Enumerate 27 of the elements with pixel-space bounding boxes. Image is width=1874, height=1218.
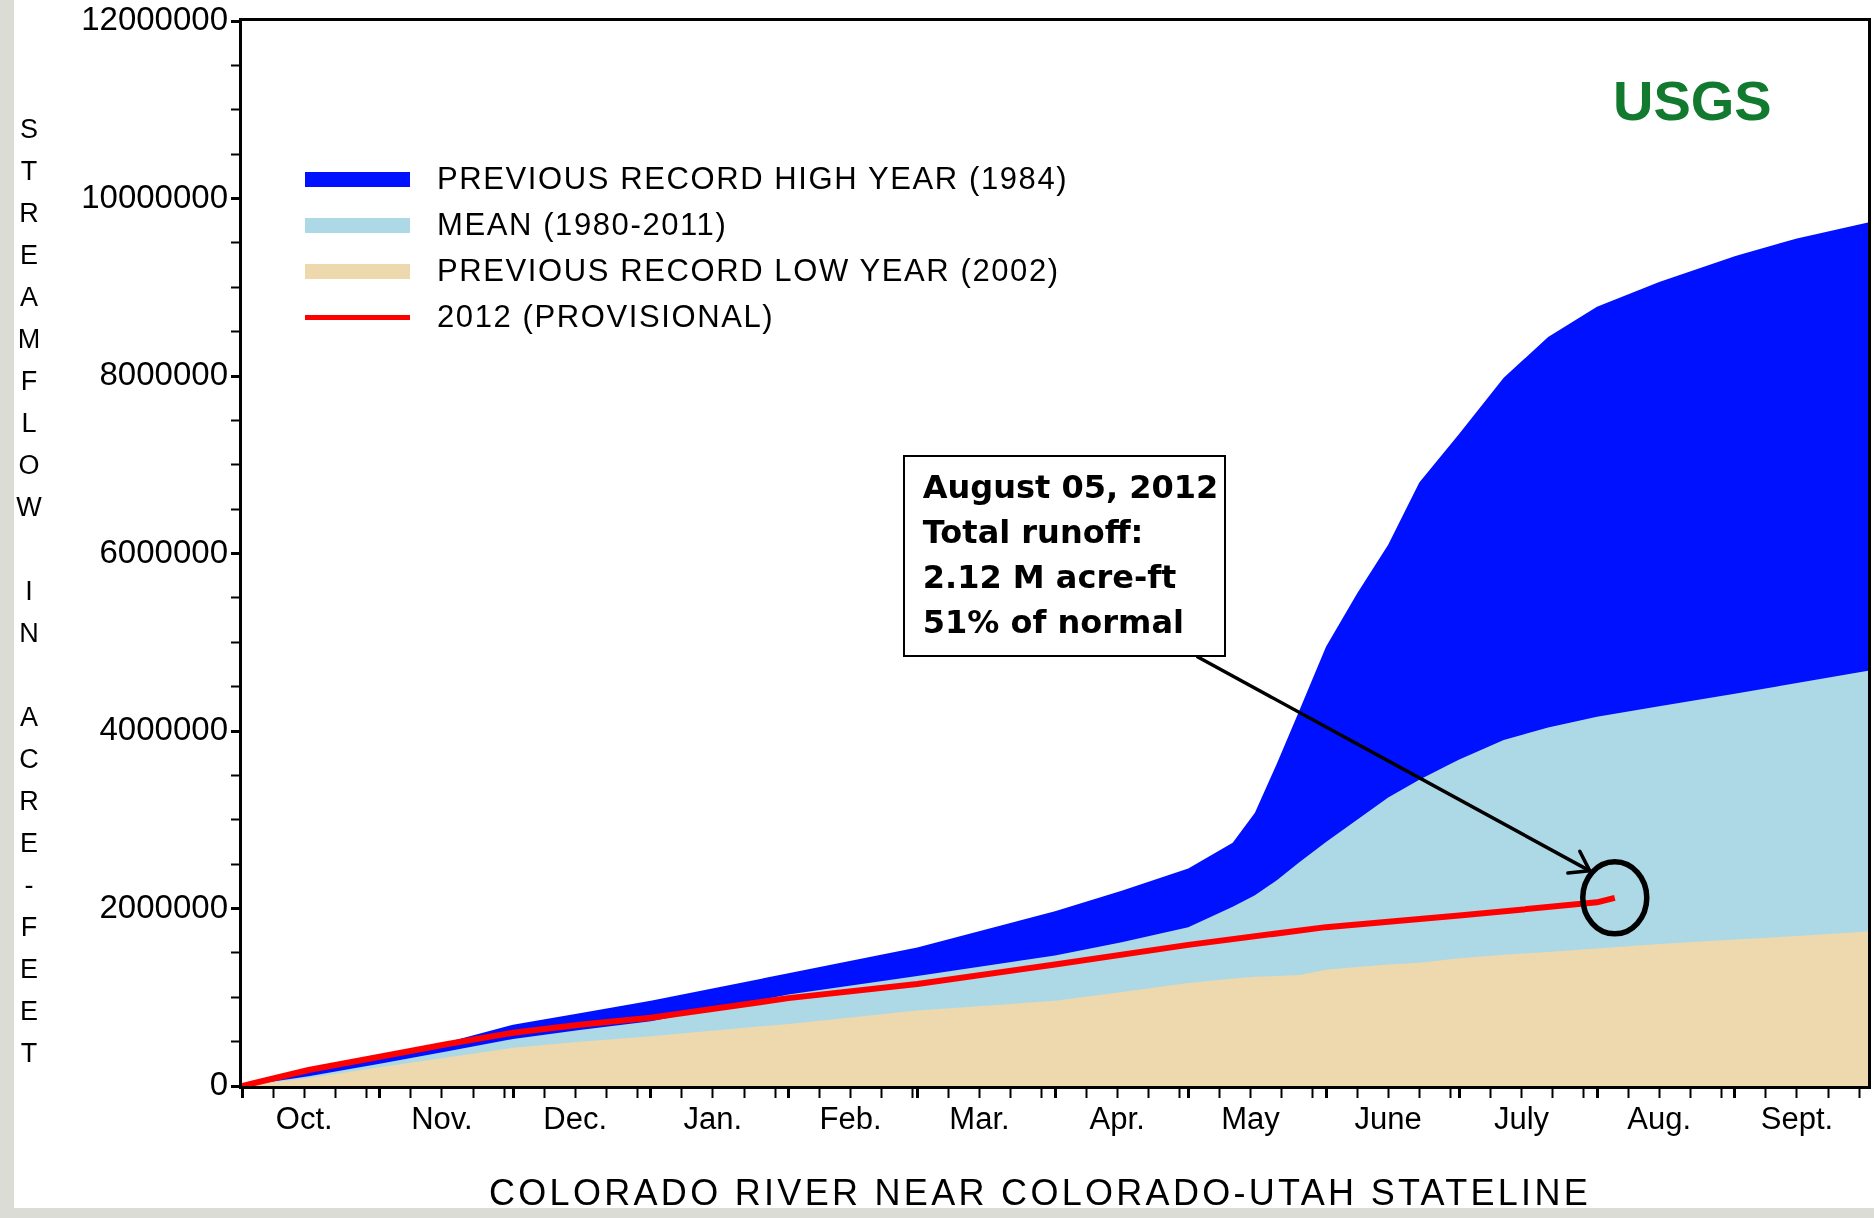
x-tick-label: Aug. bbox=[1627, 1101, 1692, 1137]
y-tick-label: 8000000 bbox=[99, 355, 228, 393]
x-tick-label: Oct. bbox=[275, 1101, 333, 1137]
x-tick-label: Sept. bbox=[1760, 1101, 1834, 1137]
x-tick-label: May bbox=[1221, 1101, 1281, 1137]
x-tick-label: Nov. bbox=[411, 1101, 473, 1137]
legend-label: 2012 (PROVISIONAL) bbox=[437, 299, 775, 335]
y-tick-label: 10000000 bbox=[81, 177, 228, 215]
x-tick-label: Jan. bbox=[683, 1101, 743, 1137]
y-tick-label: 0 bbox=[209, 1065, 228, 1103]
annotation: August 05, 2012 Total runoff: 2.12 M acre-ft 51% of normal bbox=[902, 454, 1227, 657]
x-tick-label: Apr. bbox=[1089, 1101, 1145, 1137]
x-tick-label: Feb. bbox=[819, 1101, 882, 1137]
y-tick-label: 4000000 bbox=[99, 710, 228, 748]
x-tick-label: Dec. bbox=[543, 1101, 608, 1137]
x-tick-label: June bbox=[1354, 1101, 1422, 1137]
annotation: USGS bbox=[1613, 69, 1772, 132]
y-tick-label: 12000000 bbox=[81, 0, 228, 38]
y-tick-label: 2000000 bbox=[99, 887, 228, 925]
legend-label: PREVIOUS RECORD HIGH YEAR (1984) bbox=[437, 161, 1069, 197]
y-axis-title: STREAMFLOW IN ACRE-FEET bbox=[14, 114, 44, 1080]
x-tick-label: July bbox=[1493, 1101, 1550, 1137]
text: COLORADO RIVER NEAR COLORADO-UTAH STATELINE bbox=[489, 1172, 1592, 1213]
legend-label: PREVIOUS RECORD LOW YEAR (2002) bbox=[437, 253, 1060, 289]
legend-label: MEAN (1980-2011) bbox=[437, 207, 728, 243]
y-tick-label: 6000000 bbox=[99, 532, 228, 570]
x-tick-label: Mar. bbox=[949, 1101, 1010, 1137]
